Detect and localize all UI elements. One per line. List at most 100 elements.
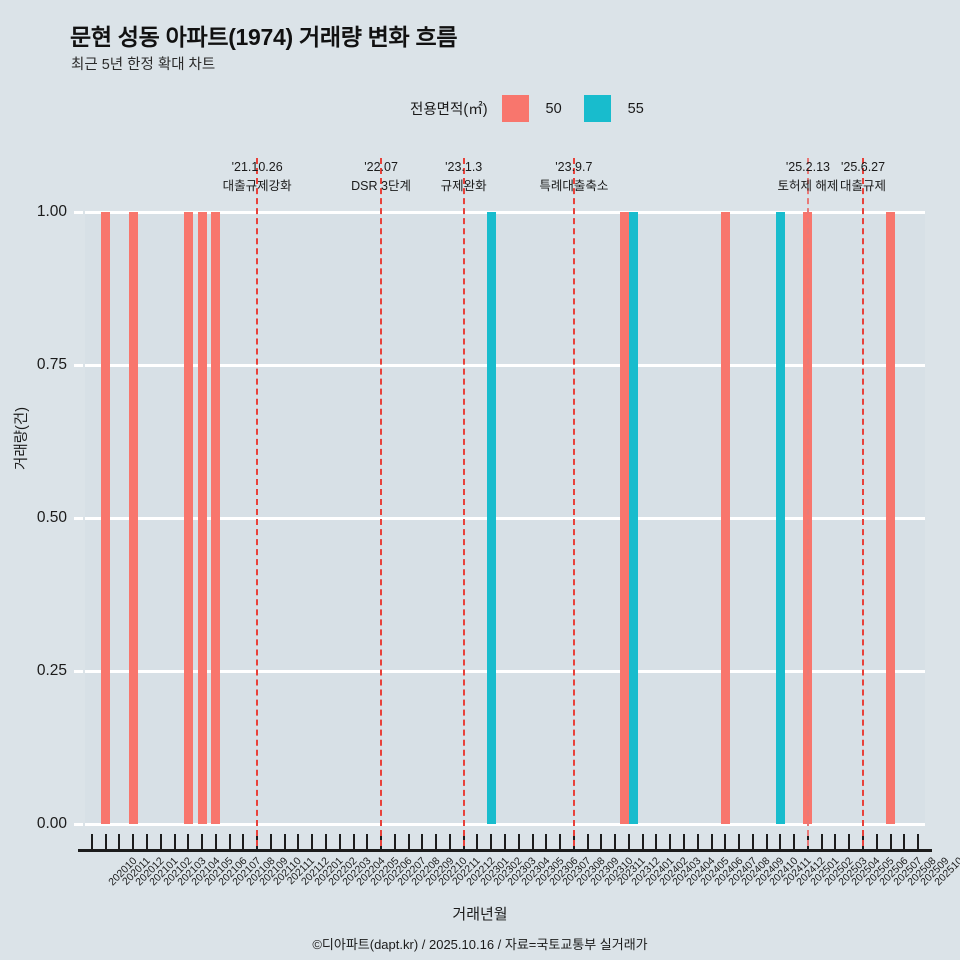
y-axis-tick-label: 1.00 [36, 203, 67, 220]
x-axis-tick [118, 834, 121, 849]
y-axis-label: 거래량(건) [14, 406, 30, 470]
x-axis-tick [338, 834, 341, 849]
gridline [85, 516, 925, 520]
event-date: '23.1.3 [445, 160, 483, 174]
event-marker-line [256, 158, 259, 846]
event-text: DSR 3단계 [351, 179, 411, 194]
event-date: '23.9.7 [555, 160, 593, 174]
x-axis-tick [738, 834, 741, 849]
x-axis-tick [917, 834, 920, 849]
event-date: '22.07 [364, 160, 398, 174]
x-axis-line [78, 849, 932, 852]
x-axis-tick [834, 834, 837, 849]
x-axis-tick [201, 834, 204, 849]
x-axis-tick [421, 834, 424, 849]
bar [886, 212, 896, 824]
event-date: '25.6.27 [840, 160, 886, 174]
x-axis-tick [366, 834, 369, 849]
event-marker-line [572, 158, 575, 846]
x-axis-tick [696, 834, 699, 849]
x-axis-tick [311, 834, 314, 849]
x-axis-tick [669, 834, 672, 849]
y-axis-tick [74, 669, 83, 673]
bar [619, 212, 629, 824]
gridline [85, 210, 925, 214]
x-axis-tick [559, 834, 562, 849]
event-annotation: '23.1.3 규제완화 [441, 158, 487, 197]
event-marker-line [462, 158, 465, 846]
x-axis-tick [820, 834, 823, 849]
y-axis-tick [74, 210, 83, 214]
x-axis-tick [627, 834, 630, 849]
x-axis-tick [889, 834, 892, 849]
x-axis-tick [352, 834, 355, 849]
legend-label-50: 50 [545, 100, 562, 117]
x-axis-tick [531, 834, 534, 849]
bar [720, 212, 730, 824]
legend-label-55: 55 [627, 100, 644, 117]
chart-caption: ©디아파트(dapt.kr) / 2025.10.16 / 자료=국토교통부 실… [312, 937, 648, 952]
legend-swatch-55 [583, 95, 611, 122]
x-axis-tick [242, 834, 245, 849]
legend-title: 전용면적(㎡) [410, 102, 488, 118]
x-axis-tick [779, 834, 782, 849]
x-axis-tick [283, 834, 286, 849]
x-axis-tick [407, 834, 410, 849]
event-annotation: '22.07 DSR 3단계 [351, 158, 411, 197]
x-axis-tick [793, 834, 796, 849]
y-axis-tick-label: 0.75 [36, 356, 67, 373]
x-axis-tick [435, 834, 438, 849]
x-axis-tick [586, 834, 589, 849]
x-axis-tick [476, 834, 479, 849]
event-marker-line [806, 158, 809, 846]
legend-swatch-50 [501, 95, 529, 122]
gridline [85, 669, 925, 673]
x-axis-tick [875, 834, 878, 849]
x-axis-tick [159, 834, 162, 849]
event-text: 특례대출축소 [539, 179, 609, 194]
gridline [85, 363, 925, 367]
x-axis-tick [600, 834, 603, 849]
y-axis-tick-label: 0.25 [36, 662, 67, 679]
x-axis-tick [655, 834, 658, 849]
event-text: 대출규제 [840, 179, 887, 194]
event-annotation: '25.2.13 토허제 해제 [777, 158, 838, 197]
event-annotation: '23.9.7 특례대출축소 [539, 158, 608, 197]
y-axis-tick [74, 822, 83, 826]
x-axis-tick [324, 834, 327, 849]
x-axis-tick [641, 834, 644, 849]
event-text: 대출규제강화 [222, 179, 292, 194]
bar [486, 212, 496, 824]
x-axis-tick [683, 834, 686, 849]
x-axis-tick [297, 834, 300, 849]
bar [183, 212, 193, 824]
x-axis-tick [393, 834, 396, 849]
x-axis-tick [517, 834, 520, 849]
event-date: '25.2.13 [785, 160, 830, 174]
event-marker-line [380, 158, 383, 846]
bar [628, 212, 638, 824]
x-axis-tick [132, 834, 135, 849]
event-annotation: '21.10.26 대출규제강화 [223, 158, 292, 197]
bar [197, 212, 207, 824]
x-axis-tick [187, 834, 190, 849]
x-axis-tick [724, 834, 727, 849]
x-axis-tick [145, 834, 148, 849]
event-text: 규제완화 [440, 179, 487, 194]
x-axis-tick [448, 834, 451, 849]
event-annotation: '25.6.27 대출규제 [840, 158, 886, 197]
x-axis-tick [903, 834, 906, 849]
gridline [85, 822, 925, 826]
x-axis-tick [614, 834, 617, 849]
x-axis-tick [545, 834, 548, 849]
page-title: 문현 성동 아파트(1974) 거래량 변화 흐름 [70, 24, 458, 50]
x-axis-tick [269, 834, 272, 849]
bar [128, 212, 138, 824]
bar [211, 212, 221, 824]
x-axis-tick [710, 834, 713, 849]
x-axis-tick [214, 834, 217, 849]
x-axis-label: 거래년월 [452, 906, 508, 923]
event-marker-line [862, 158, 865, 846]
y-axis-tick [74, 363, 83, 367]
